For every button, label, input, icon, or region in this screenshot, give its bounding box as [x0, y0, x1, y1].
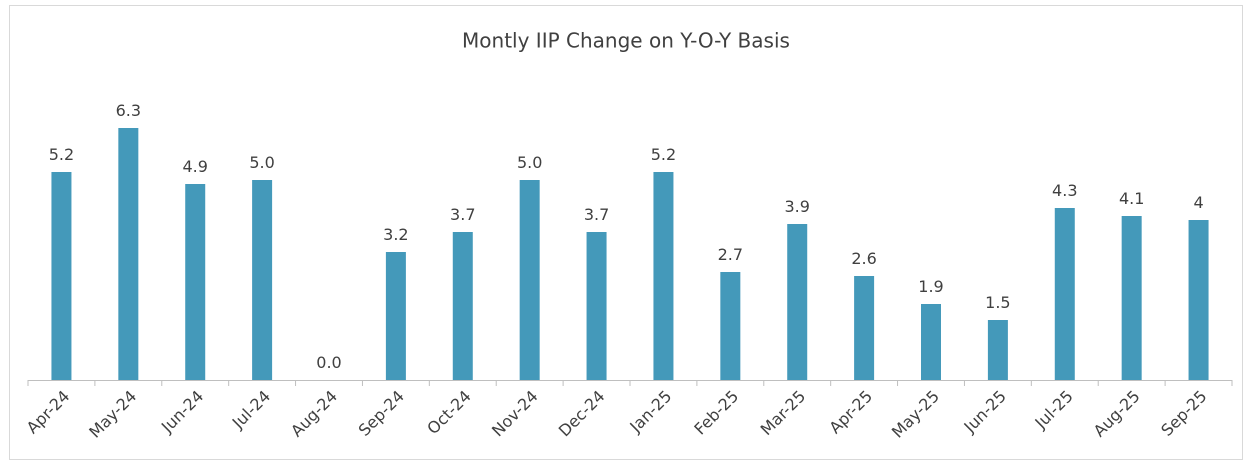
- bar: [185, 184, 206, 380]
- bar: [1054, 208, 1075, 380]
- data-label: 4.1: [1119, 189, 1144, 208]
- data-label: 5.0: [249, 153, 274, 172]
- data-label: 3.7: [584, 205, 609, 224]
- bar: [720, 272, 741, 380]
- data-label: 5.0: [517, 153, 542, 172]
- bar: [921, 304, 941, 380]
- chart-border: [9, 5, 1243, 460]
- bar: [51, 172, 72, 380]
- data-label: 1.9: [918, 277, 943, 296]
- data-label: 2.6: [851, 249, 876, 268]
- data-label: 1.5: [985, 293, 1010, 312]
- data-label: 4.3: [1052, 181, 1077, 200]
- data-label: 2.7: [718, 245, 743, 264]
- bar: [385, 252, 406, 380]
- bar: [787, 224, 808, 380]
- bar: [987, 320, 1008, 380]
- data-label: 3.7: [450, 205, 475, 224]
- data-label: 6.3: [116, 101, 141, 120]
- bar: [854, 276, 875, 380]
- data-label: 4: [1193, 193, 1203, 212]
- data-label: 0.0: [316, 353, 341, 372]
- bar: [586, 232, 607, 380]
- chart-title: Montly IIP Change on Y-O-Y Basis: [462, 29, 790, 53]
- data-label: 5.2: [651, 145, 676, 164]
- bar: [252, 180, 273, 380]
- bar: [118, 128, 139, 380]
- bar: [519, 180, 540, 380]
- bar: [452, 232, 473, 380]
- bar: [653, 172, 674, 380]
- data-label: 3.2: [383, 225, 408, 244]
- data-label: 4.9: [182, 157, 207, 176]
- data-label: 5.2: [49, 145, 74, 164]
- data-label: 3.9: [784, 197, 809, 216]
- bar: [1121, 216, 1142, 380]
- bar: [1188, 220, 1209, 380]
